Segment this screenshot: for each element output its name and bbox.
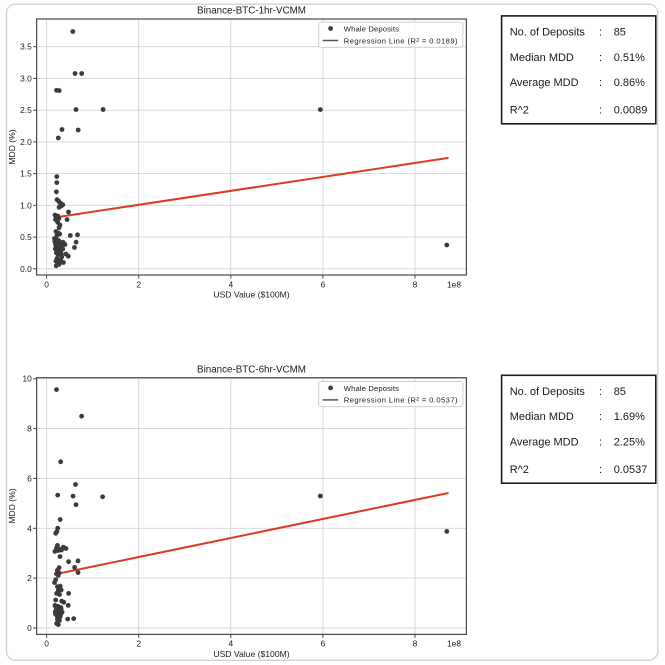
svg-text:6: 6 xyxy=(27,473,32,483)
svg-text:10: 10 xyxy=(22,374,32,384)
svg-text:8: 8 xyxy=(413,279,418,289)
svg-text:0.0089: 0.0089 xyxy=(614,105,648,117)
svg-text:85: 85 xyxy=(614,27,626,39)
svg-text:2: 2 xyxy=(136,639,141,649)
svg-text:1e8: 1e8 xyxy=(447,639,461,649)
svg-text:6: 6 xyxy=(321,639,326,649)
svg-text:0.5: 0.5 xyxy=(20,232,32,242)
svg-text:No. of Deposits: No. of Deposits xyxy=(510,386,586,398)
svg-text:MDD (%): MDD (%) xyxy=(7,488,17,523)
svg-text:0.0: 0.0 xyxy=(20,264,32,274)
svg-text:0: 0 xyxy=(44,279,49,289)
svg-text:Whale Deposits: Whale Deposits xyxy=(344,25,399,34)
svg-text:3.5: 3.5 xyxy=(20,42,32,52)
svg-text:1.5: 1.5 xyxy=(20,169,32,179)
svg-text::: : xyxy=(599,52,602,64)
svg-text:USD Value ($100M): USD Value ($100M) xyxy=(213,649,289,659)
svg-text:Median MDD: Median MDD xyxy=(510,52,574,64)
svg-text:Regression Line (R² = 0.0189): Regression Line (R² = 0.0189) xyxy=(344,36,458,45)
svg-text:0.0537: 0.0537 xyxy=(614,464,648,476)
svg-text:No. of Deposits: No. of Deposits xyxy=(510,27,586,39)
svg-text:85: 85 xyxy=(614,386,626,398)
svg-text::: : xyxy=(599,464,602,476)
svg-text:0: 0 xyxy=(27,623,32,633)
svg-text:1.0: 1.0 xyxy=(20,200,32,210)
svg-text:Whale Deposits: Whale Deposits xyxy=(344,384,399,393)
svg-text::: : xyxy=(599,436,602,448)
svg-text:8: 8 xyxy=(27,424,32,434)
svg-text:Binance-BTC-6hr-VCMM: Binance-BTC-6hr-VCMM xyxy=(197,364,306,375)
svg-text:4: 4 xyxy=(228,639,233,649)
svg-text:6: 6 xyxy=(321,279,326,289)
svg-text:Average MDD: Average MDD xyxy=(510,77,579,89)
svg-text:0: 0 xyxy=(44,639,49,649)
svg-text:0.86%: 0.86% xyxy=(614,77,645,89)
svg-text:4: 4 xyxy=(228,279,233,289)
svg-text:2: 2 xyxy=(136,279,141,289)
svg-text:USD Value ($100M): USD Value ($100M) xyxy=(213,290,289,300)
svg-text:1e8: 1e8 xyxy=(447,279,461,289)
svg-text:3.0: 3.0 xyxy=(20,73,32,83)
svg-text::: : xyxy=(599,411,602,423)
svg-text:4: 4 xyxy=(27,523,32,533)
svg-text:8: 8 xyxy=(413,639,418,649)
svg-text::: : xyxy=(599,77,602,89)
svg-text:0.51%: 0.51% xyxy=(614,52,645,64)
svg-text::: : xyxy=(599,386,602,398)
svg-text:2.25%: 2.25% xyxy=(614,436,645,448)
svg-text:R^2: R^2 xyxy=(510,105,529,117)
svg-text:Regression Line (R² = 0.0537): Regression Line (R² = 0.0537) xyxy=(344,396,458,405)
svg-text::: : xyxy=(599,27,602,39)
svg-text:Median MDD: Median MDD xyxy=(510,411,574,423)
svg-text:Binance-BTC-1hr-VCMM: Binance-BTC-1hr-VCMM xyxy=(197,6,306,17)
svg-text:1.69%: 1.69% xyxy=(614,411,645,423)
svg-text:Average MDD: Average MDD xyxy=(510,436,579,448)
svg-text:2.5: 2.5 xyxy=(20,105,32,115)
svg-text:MDD (%): MDD (%) xyxy=(7,129,17,164)
svg-text:R^2: R^2 xyxy=(510,464,529,476)
svg-text:2: 2 xyxy=(27,573,32,583)
svg-text::: : xyxy=(599,105,602,117)
svg-text:2.0: 2.0 xyxy=(20,137,32,147)
